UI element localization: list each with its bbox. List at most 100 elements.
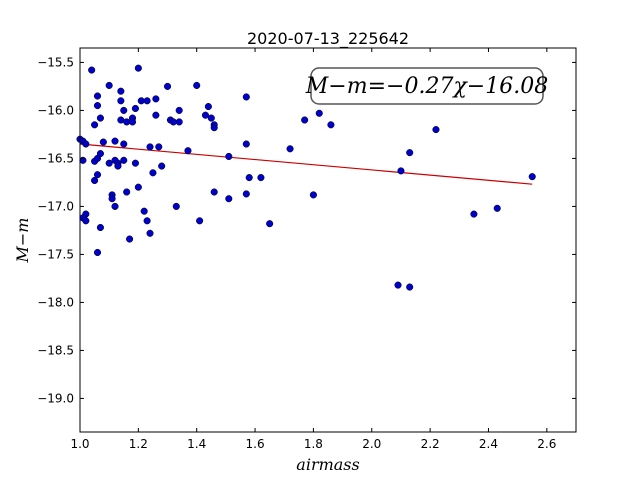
data-point <box>134 64 142 72</box>
x-tick-label: 1.6 <box>246 437 265 451</box>
y-tick-label: −18.5 <box>37 343 74 357</box>
data-point <box>91 176 99 185</box>
data-point <box>266 220 274 228</box>
data-point <box>93 248 102 257</box>
data-point <box>143 217 151 225</box>
data-point <box>146 143 154 151</box>
data-point <box>257 174 265 182</box>
data-point <box>327 121 335 129</box>
data-point <box>207 114 215 122</box>
y-axis-ticks: −15.5 −16.0 −16.5 −17.0 −17.5 −18.0 −18.5 −19.0 <box>37 55 576 405</box>
data-point <box>93 171 102 179</box>
data-point <box>131 159 139 167</box>
data-point <box>175 118 183 126</box>
data-point <box>96 114 104 122</box>
data-point <box>528 173 536 181</box>
data-point <box>134 183 142 191</box>
y-tick-label: −17.5 <box>37 247 74 261</box>
y-tick-label: −18.0 <box>37 295 74 309</box>
data-point <box>111 137 119 145</box>
data-point <box>93 102 102 110</box>
x-tick-label: 1.4 <box>187 437 206 451</box>
x-tick-label: 1.2 <box>129 437 148 451</box>
plot-frame <box>79 47 577 433</box>
data-point <box>172 202 180 210</box>
data-point <box>301 116 309 124</box>
y-tick-label: −16.5 <box>37 151 74 165</box>
x-tick-label: 2.6 <box>537 437 556 451</box>
data-point <box>126 235 134 243</box>
data-point <box>242 93 250 101</box>
data-point <box>184 147 192 155</box>
y-axis-label: M−m <box>13 218 32 264</box>
data-point <box>210 188 218 196</box>
data-points <box>76 64 536 291</box>
data-point <box>394 281 402 289</box>
y-tick-label: −16.0 <box>37 103 74 117</box>
data-point <box>432 126 440 134</box>
data-point <box>193 81 201 89</box>
data-point <box>128 118 137 126</box>
data-point <box>242 190 250 198</box>
data-point <box>114 162 122 170</box>
x-axis-label: airmass <box>296 455 359 474</box>
x-tick-label: 1.0 <box>70 437 89 451</box>
x-tick-label: 2.0 <box>362 437 381 451</box>
data-point <box>140 207 148 215</box>
data-point <box>120 156 128 164</box>
data-point <box>82 140 90 148</box>
data-point <box>242 140 250 148</box>
data-point <box>117 87 125 95</box>
data-point <box>96 223 104 232</box>
data-point <box>117 97 125 105</box>
fit-line-layer <box>79 143 533 185</box>
data-point <box>286 145 294 153</box>
x-axis-ticks: 1.0 1.2 1.4 1.6 1.8 2.0 2.2 2.4 2.6 <box>70 48 556 451</box>
fit-line <box>79 143 533 185</box>
data-point <box>123 188 131 196</box>
data-point <box>108 195 116 203</box>
data-point <box>120 140 128 148</box>
data-point <box>406 283 414 291</box>
data-point <box>91 121 99 129</box>
data-point <box>315 109 323 117</box>
y-tick-label: −19.0 <box>37 391 74 405</box>
data-point <box>397 167 405 175</box>
data-point <box>210 124 218 132</box>
data-point <box>204 103 212 111</box>
annotation-frame <box>310 67 544 105</box>
data-point <box>88 66 96 74</box>
data-point <box>225 152 233 161</box>
annotation-box: M−m=−0.27χ−16.08 <box>305 67 548 105</box>
data-point <box>175 106 183 114</box>
data-point <box>201 111 210 119</box>
y-tick-label: −17.0 <box>37 199 74 213</box>
data-point <box>143 97 151 105</box>
data-point <box>155 143 163 151</box>
data-point <box>105 81 113 89</box>
y-tick-label: −15.5 <box>37 55 74 69</box>
data-point <box>105 159 113 167</box>
data-point <box>245 174 253 182</box>
data-point <box>470 210 478 218</box>
data-point <box>196 217 204 225</box>
data-point <box>406 149 414 157</box>
data-point <box>146 229 154 237</box>
data-point <box>158 162 166 170</box>
data-point <box>152 111 160 119</box>
data-point <box>131 104 139 113</box>
data-point <box>163 82 172 90</box>
fit-equation: M−m=−0.27χ−16.08 <box>305 74 548 99</box>
data-point <box>120 106 128 114</box>
data-point <box>96 150 104 158</box>
x-tick-label: 2.2 <box>421 437 440 451</box>
data-point <box>99 138 107 146</box>
data-point <box>111 202 119 210</box>
x-tick-label: 1.8 <box>304 437 323 451</box>
data-point <box>82 217 90 225</box>
data-point <box>225 195 233 203</box>
data-point <box>309 191 317 199</box>
x-tick-label: 2.4 <box>479 437 498 451</box>
chart-title: 2020-07-13_225642 <box>247 29 409 49</box>
